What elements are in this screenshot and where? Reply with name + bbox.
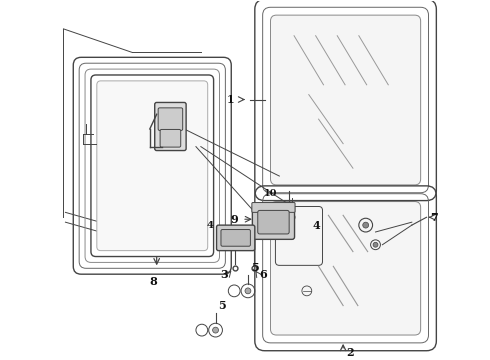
Text: 9: 9: [230, 214, 238, 225]
FancyBboxPatch shape: [155, 103, 186, 150]
FancyBboxPatch shape: [158, 108, 183, 130]
Circle shape: [245, 288, 251, 294]
FancyBboxPatch shape: [97, 81, 208, 251]
Text: 3: 3: [220, 269, 228, 280]
FancyBboxPatch shape: [252, 203, 295, 212]
FancyBboxPatch shape: [258, 210, 289, 234]
Circle shape: [213, 327, 219, 333]
FancyBboxPatch shape: [217, 225, 255, 251]
Text: 10: 10: [264, 189, 277, 198]
Text: 6: 6: [260, 269, 268, 280]
FancyBboxPatch shape: [252, 205, 294, 239]
FancyBboxPatch shape: [270, 15, 420, 185]
FancyBboxPatch shape: [221, 230, 250, 246]
Text: 4: 4: [206, 221, 214, 230]
FancyBboxPatch shape: [160, 130, 181, 147]
Text: 5: 5: [219, 301, 226, 311]
Text: 1: 1: [226, 94, 234, 105]
Text: 5: 5: [251, 262, 259, 273]
Text: 8: 8: [150, 275, 158, 287]
Circle shape: [373, 242, 378, 247]
Circle shape: [363, 222, 368, 228]
FancyBboxPatch shape: [270, 202, 420, 335]
Text: 7: 7: [430, 212, 438, 223]
Text: 4: 4: [313, 220, 320, 231]
Text: 2: 2: [346, 347, 354, 358]
